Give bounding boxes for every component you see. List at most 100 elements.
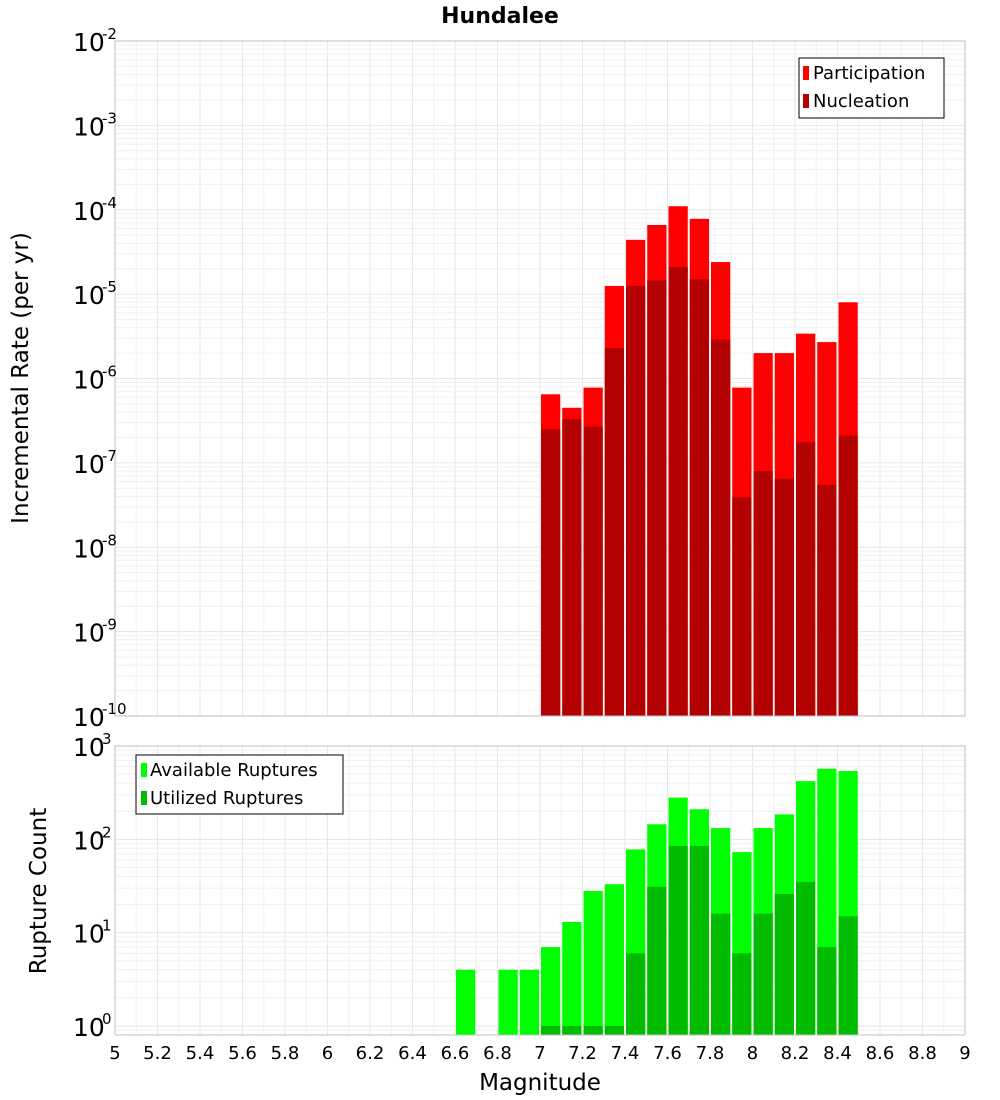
count-bar-available-ruptures [541,947,561,1035]
rate-bar-nucleation [753,471,773,716]
count-bar-utilized-ruptures [647,886,667,1035]
count-bar-available-ruptures [604,884,624,1035]
x-tick-label: 8.6 [866,1043,895,1064]
count-bar-available-ruptures [519,969,539,1035]
rate-bar-nucleation [668,266,688,716]
rate-bar-nucleation [817,484,837,716]
count-bar-utilized-ruptures [689,845,709,1035]
rate-bar-nucleation [774,478,794,716]
x-tick-label: 6.6 [441,1043,470,1064]
count-legend-box [135,754,344,815]
rate-y-tick-exponent: -7 [102,447,117,465]
x-tick-label: 7.8 [696,1043,725,1064]
count-plot-border [114,745,966,1036]
x-tick-label: 6.8 [483,1043,512,1064]
rate-y-tick-label: 10 [73,450,105,479]
rate-y-tick-exponent: -6 [102,363,117,381]
nucleation-legend-swatch [803,94,809,108]
count-bar-utilized-ruptures [732,953,752,1035]
x-tick-label: 8 [747,1043,758,1064]
rate-y-ticks: 10-210-310-410-510-610-710-810-910-10 [73,25,127,732]
rate-y-tick-exponent: -3 [102,109,117,127]
count-bar-available-ruptures [562,922,582,1035]
x-tick-label: 9 [959,1043,970,1064]
count-y-tick-exponent: 3 [102,730,112,748]
x-axis-label: Magnitude [479,1070,601,1096]
count-y-tick-exponent: 0 [102,1010,112,1028]
count-bar-utilized-ruptures [583,1025,603,1035]
rate-y-tick-label: 10 [73,281,105,310]
x-tick-label: 7.4 [611,1043,640,1064]
rate-y-tick-exponent: -8 [102,531,117,549]
x-ticks: 5 5.2 5.4 5.6 5.8 6 6.2 6.4 6.6 6.8 7 7.2 7.4 7.6 7.8 8… [109,1043,970,1064]
x-tick-label: 5.4 [186,1043,215,1064]
participation-legend-label: Participation [813,63,925,84]
rate-y-tick-exponent: -9 [102,616,117,634]
count-bar-utilized-ruptures [753,913,773,1035]
chart-title: Hundalee [441,4,559,29]
count-bar-utilized-ruptures [604,1025,624,1035]
rate-bars [541,206,858,716]
x-tick-label: 7.6 [653,1043,682,1064]
count-bar-available-ruptures [583,890,603,1035]
rate-plot-border [114,40,966,717]
count-y-tick-exponent: 2 [102,823,112,841]
x-tick-label: 8.8 [908,1043,937,1064]
rate-y-tick-label: 10 [73,112,105,141]
count-bar-utilized-ruptures [774,893,794,1035]
x-tick-label: 5.2 [143,1043,172,1064]
x-tick-label: 7.2 [568,1043,597,1064]
x-tick-label: 5.6 [228,1043,257,1064]
rate-y-tick-exponent: -5 [102,278,117,296]
rate-y-tick-label: 10 [73,703,105,732]
rate-bar-nucleation [689,279,709,716]
x-tick-label: 8.2 [781,1043,810,1064]
rate-bar-nucleation [626,285,646,716]
rate-bar-nucleation [647,280,667,716]
count-y-axis-label: Rupture Count [26,808,52,974]
rate-bar-nucleation [604,347,624,716]
count-y-tick-label: 10 [73,826,105,855]
rate-bar-nucleation [583,426,603,716]
count-bar-available-ruptures [498,969,518,1035]
rate-y-tick-label: 10 [73,534,105,563]
rate-bar-nucleation [796,442,816,716]
rate-y-tick-label: 10 [73,366,105,395]
rate-bar-nucleation [541,429,561,716]
available-ruptures-legend-swatch [141,763,147,777]
count-y-tick-label: 10 [73,1013,105,1042]
rate-y-tick-exponent: -10 [102,700,127,718]
rate-y-axis-label: Incremental Rate (per yr) [8,232,34,524]
x-tick-label: 5 [109,1043,120,1064]
rate-y-tick-exponent: -2 [102,25,117,43]
count-bar-available-ruptures [456,969,476,1035]
count-bar-utilized-ruptures [668,845,688,1035]
count-bar-utilized-ruptures [562,1025,582,1035]
count-y-tick-label: 10 [73,920,105,949]
count-bar-utilized-ruptures [626,953,646,1035]
rate-bar-nucleation [711,339,731,716]
rate-y-tick-label: 10 [73,197,105,226]
x-tick-label: 6 [322,1043,333,1064]
rate-panel: 10-210-310-410-510-610-710-810-910-10 In… [8,25,966,732]
count-legend: Available Ruptures Utilized Ruptures [135,754,344,815]
rate-y-tick-label: 10 [73,28,105,57]
participation-legend-swatch [803,66,809,80]
rate-legend-box [798,57,945,119]
utilized-ruptures-legend-label: Utilized Ruptures [150,788,303,809]
x-tick-label: 6.4 [398,1043,427,1064]
rate-legend: Participation Nucleation [798,57,945,119]
count-y-tick-label: 10 [73,733,105,762]
x-tick-label: 6.2 [356,1043,385,1064]
available-ruptures-legend-label: Available Ruptures [150,760,318,781]
rate-y-tick-label: 10 [73,619,105,648]
x-tick-label: 5.8 [271,1043,300,1064]
rate-y-tick-exponent: -4 [102,194,117,212]
rate-grid [114,40,966,717]
count-bar-utilized-ruptures [711,913,731,1035]
x-tick-label: 8.4 [823,1043,852,1064]
count-bars [456,768,858,1035]
